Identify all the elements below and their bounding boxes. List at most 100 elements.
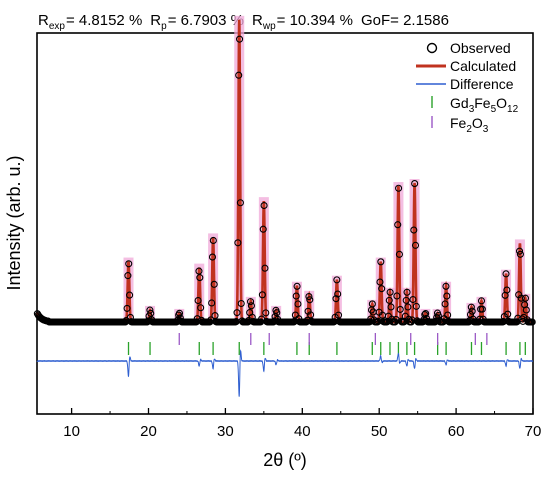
r-p-base: R: [150, 12, 161, 29]
r-exp-base: R: [38, 12, 49, 29]
observed-point: [293, 282, 301, 290]
x-axis-label: 2θ (º): [263, 450, 307, 470]
observed-point: [377, 258, 385, 266]
r-wp-base: R: [252, 12, 263, 29]
observed-point: [478, 305, 486, 313]
observed-layer: [33, 35, 536, 326]
observed-point: [305, 292, 313, 301]
legend-observed-marker: [426, 42, 438, 54]
y-axis-label: Intensity (arb. u.): [4, 155, 24, 290]
r-p-value: = 6.7903 %: [168, 12, 244, 29]
observed-point: [394, 221, 402, 229]
observed-point: [208, 299, 216, 307]
observed-point: [422, 309, 430, 318]
observed-point: [332, 295, 340, 303]
observed-point: [396, 305, 404, 313]
legend-difference-label: Difference: [450, 76, 514, 92]
observed-point: [273, 309, 281, 317]
gof-base: GoF: [361, 12, 390, 29]
observed-point: [528, 318, 536, 326]
observed-point: [515, 247, 524, 255]
legend-calculated-label: Calculated: [450, 58, 516, 74]
observed-point: [517, 294, 525, 302]
observed-point: [209, 236, 217, 245]
observed-point: [193, 315, 201, 323]
gof-value: = 2.1586: [390, 12, 449, 29]
observed-point: [393, 292, 401, 300]
observed-point: [233, 309, 241, 317]
observed-point: [395, 184, 403, 192]
fe-tick-layer: [178, 333, 488, 345]
difference-layer: [36, 349, 534, 397]
observed-point: [376, 278, 384, 286]
x-tick-label: 20: [140, 423, 157, 440]
gd-tick-layer: [127, 342, 526, 355]
x-tick-label: 30: [217, 423, 234, 440]
observed-point: [258, 291, 266, 299]
observed-point: [522, 306, 530, 314]
observed-point: [402, 296, 410, 304]
observed-point: [386, 288, 394, 296]
x-tick-label: 10: [63, 423, 80, 440]
observed-point: [333, 276, 341, 284]
observed-point: [434, 311, 442, 320]
observed-point: [421, 311, 429, 319]
x-tick-label: 40: [294, 423, 311, 440]
observed-point: [210, 280, 218, 288]
observed-point: [126, 291, 134, 299]
x-axis: 10 20 30 40 50 60 70: [63, 408, 541, 440]
observed-point: [411, 180, 419, 188]
observed-point: [395, 250, 403, 258]
legend: Observed Calculated Difference Gd3Fe5O12…: [416, 40, 519, 135]
observed-point: [502, 270, 510, 278]
observed-point: [378, 285, 386, 293]
observed-point: [123, 304, 131, 312]
observed-point: [516, 250, 524, 258]
observed-point: [334, 290, 342, 298]
observed-point: [175, 309, 184, 317]
r-exp-value: = 4.8152 %: [66, 12, 142, 29]
observed-point: [368, 300, 376, 308]
observed-point: [208, 253, 217, 261]
observed-point: [247, 298, 255, 306]
observed-point: [443, 292, 451, 300]
observed-point: [441, 300, 449, 308]
observed-point: [477, 297, 486, 305]
chart-title: Rexp= 4.8152 % Rp= 6.7903 % Rwp= 10.394 % G…: [38, 12, 449, 32]
observed-point: [194, 296, 202, 305]
observed-point: [146, 306, 154, 314]
observed-point: [124, 272, 132, 280]
legend-observed-label: Observed: [450, 40, 511, 56]
difference-curve: [36, 349, 534, 397]
plot-frame: [36, 32, 534, 415]
observed-point: [292, 292, 300, 300]
observed-point: [235, 71, 243, 79]
observed-point: [442, 282, 450, 290]
observed-point: [260, 201, 268, 210]
observed-point: [411, 241, 420, 249]
observed-point: [385, 296, 393, 304]
observed-point: [467, 303, 475, 311]
observed-point: [503, 286, 511, 294]
r-exp-sub: exp: [49, 21, 66, 32]
observed-point: [247, 302, 255, 310]
observed-point: [306, 296, 314, 304]
observed-point: [237, 299, 245, 308]
observed-point: [410, 226, 418, 234]
svg-text:Rexp= 4.8152 %Rp= 6.7903 %Rwp=: Rexp= 4.8152 % Rp= 6.7903 % Rwp= 10.394 % G…: [38, 12, 449, 32]
observed-point: [403, 288, 411, 296]
observed-point: [125, 260, 133, 268]
observed-point: [196, 274, 204, 282]
r-wp-value: = 10.394 %: [277, 12, 353, 29]
x-tick-label: 50: [371, 423, 388, 440]
observed-point: [261, 264, 269, 272]
observed-point: [294, 300, 302, 308]
legend-gd-label: Gd3Fe5O12: [450, 95, 519, 115]
observed-point: [262, 309, 270, 317]
r-wp-sub: wp: [262, 21, 276, 32]
observed-point: [197, 304, 205, 312]
observed-point: [468, 307, 476, 315]
observed-point: [404, 303, 412, 311]
legend-fe-label: Fe2O3: [450, 115, 489, 135]
